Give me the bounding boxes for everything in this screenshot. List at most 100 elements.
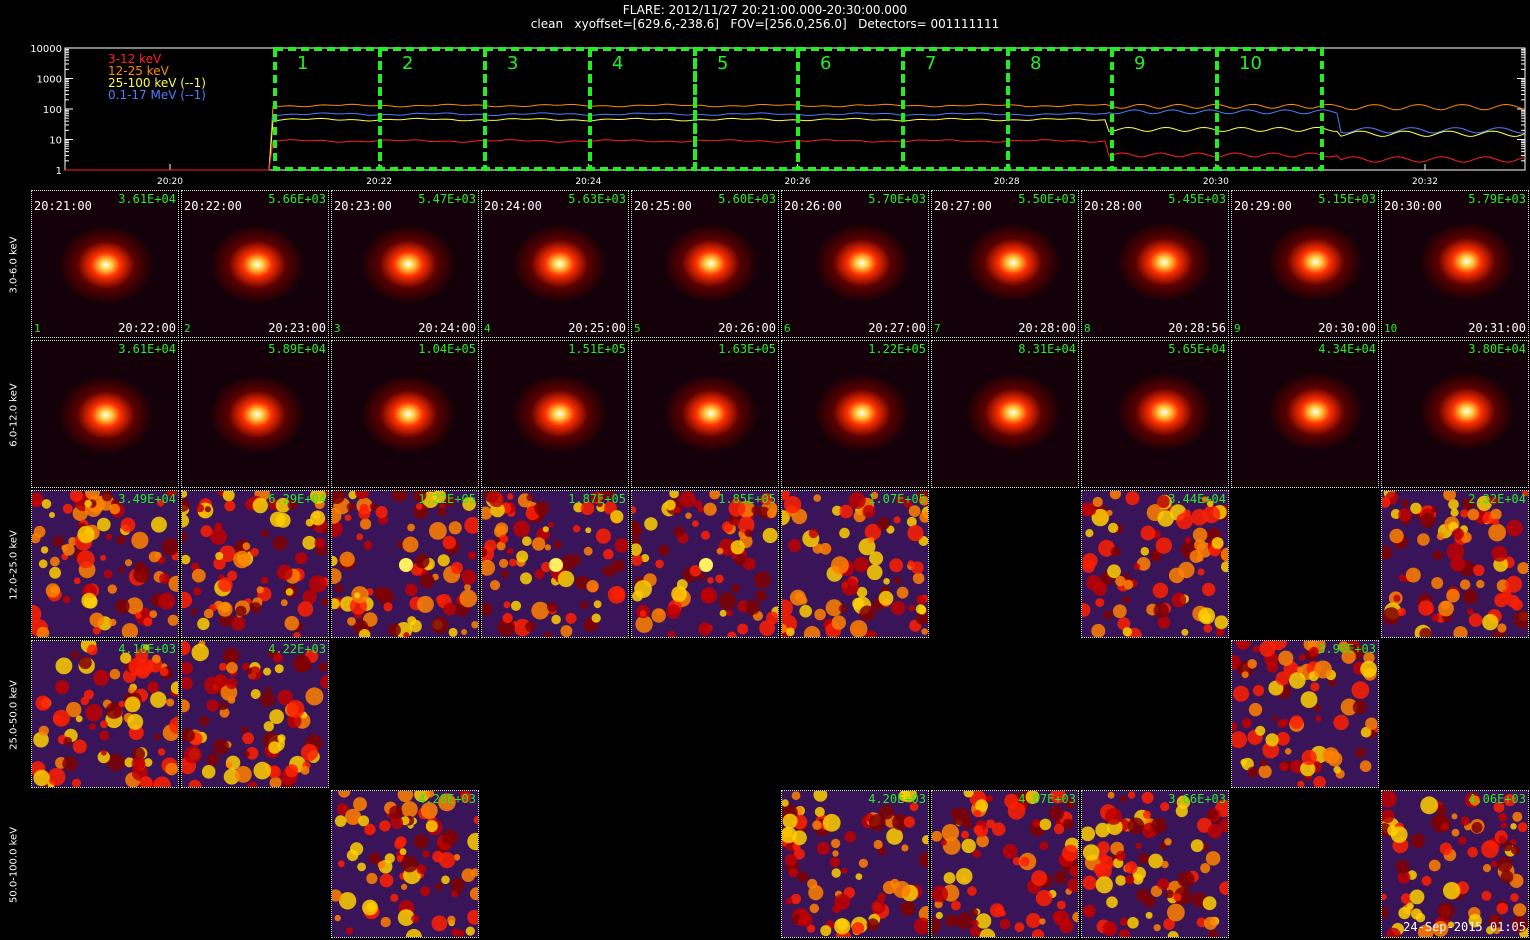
- flare-image-tile: 1.87E+05: [481, 490, 629, 638]
- y-tick-label: 100: [43, 105, 62, 116]
- peak-flux-label: 3.49E+04: [118, 492, 176, 506]
- time-interval-box: [1110, 47, 1219, 171]
- x-tick-label: 20:28: [994, 177, 1020, 187]
- start-time-label: 20:28:00: [1084, 199, 1142, 213]
- flare-image-tile: 3.90E+03: [1231, 640, 1379, 788]
- peak-flux-label: 1.22E+05: [418, 492, 476, 506]
- energy-band-label: 50.0-100.0 keV: [8, 826, 20, 904]
- flare-image: [32, 491, 178, 637]
- y-tick-label: 1000: [37, 75, 62, 86]
- peak-flux-label: 1.22E+05: [868, 342, 926, 356]
- flare-image: [182, 641, 328, 787]
- start-time-label: 20:26:00: [784, 199, 842, 213]
- end-time-label: 20:22:00: [118, 321, 176, 335]
- peak-flux-label: 4.28E+03: [418, 792, 476, 806]
- flare-image: [782, 191, 928, 337]
- peak-flux-label: 5.70E+03: [868, 192, 926, 206]
- start-time-label: 20:25:00: [634, 199, 692, 213]
- flare-image-tile: 5.15E+03 20:29:00 20:30:00 9: [1231, 190, 1379, 338]
- peak-flux-label: 1.87E+05: [568, 492, 626, 506]
- interval-label: 6: [820, 53, 831, 74]
- interval-label: 4: [612, 53, 623, 74]
- flare-image: [482, 491, 628, 637]
- start-time-label: 20:29:00: [1234, 199, 1292, 213]
- flare-image-tile: 1.22E+05: [781, 340, 929, 488]
- flare-image: [932, 191, 1078, 337]
- start-time-label: 20:24:00: [484, 199, 542, 213]
- flare-image: [632, 491, 778, 637]
- flare-image-tile: 5.50E+03 20:27:00 20:28:00 7: [931, 190, 1079, 338]
- peak-flux-label: 1.63E+05: [718, 342, 776, 356]
- peak-flux-label: 4.07E+03: [1018, 792, 1076, 806]
- flare-image-tile: 4.28E+03: [331, 790, 479, 938]
- time-interval-box: [796, 47, 905, 171]
- flare-image: [1382, 191, 1528, 337]
- lightcurve-plot: 10000 1000 100 10 1 20:20 20:22 20:24 20:26 20:28…: [30, 44, 1526, 187]
- flare-image-tile: 5.45E+03 20:28:00 20:28:56 8: [1081, 190, 1229, 338]
- flare-image: [332, 491, 478, 637]
- flare-image: [932, 341, 1078, 487]
- interval-number: 9: [1234, 322, 1241, 335]
- x-tick-label: 20:20: [157, 177, 183, 187]
- flare-image-tile: 8.31E+04: [931, 340, 1079, 488]
- interval-number: 3: [334, 322, 341, 335]
- end-time-label: 20:28:00: [1018, 321, 1076, 335]
- flare-image: [482, 341, 628, 487]
- interval-number: 2: [184, 322, 191, 335]
- flare-image: [1082, 191, 1228, 337]
- flare-image-tile: 4.10E+03: [31, 640, 179, 788]
- flare-params: clean xyoffset=[629.6,-238.6] FOV=[256.0…: [530, 17, 1000, 31]
- flare-image-tile: 2.32E+04: [1381, 490, 1529, 638]
- flare-image: [1082, 791, 1228, 937]
- peak-flux-label: 3.66E+03: [1168, 792, 1226, 806]
- peak-flux-label: 4.20E+03: [868, 792, 926, 806]
- x-tick-label: 20:26: [785, 177, 811, 187]
- flare-image: [182, 341, 328, 487]
- energy-band-label: 3.0-6.0 keV: [8, 236, 20, 294]
- peak-flux-label: 3.44E+04: [1168, 492, 1226, 506]
- interval-label: 2: [402, 53, 413, 74]
- legend-entry: 12-25 keV: [108, 64, 170, 78]
- flare-image: [332, 191, 478, 337]
- x-tick-label: 20:30: [1203, 177, 1229, 187]
- interval-label: 10: [1239, 53, 1262, 74]
- flare-image-tile: 1.22E+05: [331, 490, 479, 638]
- peak-flux-label: 3.80E+04: [1468, 342, 1526, 356]
- date-stamp: 24-Sep-2015 01:05: [1403, 920, 1526, 934]
- peak-flux-label: 1.04E+05: [418, 342, 476, 356]
- legend-entry: 3-12 keV: [108, 52, 162, 66]
- interval-label: 7: [925, 53, 936, 74]
- energy-band-label: 25.0-50.0 keV: [8, 680, 20, 750]
- flare-image-tile: 3.61E+04 20:21:00 20:22:00 1: [31, 190, 179, 338]
- peak-flux-label: 1.51E+05: [568, 342, 626, 356]
- end-time-label: 20:30:00: [1318, 321, 1376, 335]
- end-time-label: 20:28:56: [1168, 321, 1226, 335]
- flare-image-tile: 3.66E+03: [1081, 790, 1229, 938]
- end-time-label: 20:31:00: [1468, 321, 1526, 335]
- flare-image-tile: 3.80E+04: [1381, 340, 1529, 488]
- x-tick-label: 20:22: [366, 177, 392, 187]
- interval-label: 5: [717, 53, 728, 74]
- flare-title: FLARE: 2012/11/27 20:21:00.000-20:30:00.…: [622, 3, 908, 17]
- flare-image-tile: 4.22E+03: [181, 640, 329, 788]
- flare-image: [332, 341, 478, 487]
- interval-label: 9: [1134, 53, 1145, 74]
- peak-flux-label: 3.61E+04: [118, 192, 176, 206]
- peak-flux-label: 4.34E+04: [1318, 342, 1376, 356]
- peak-flux-label: 5.15E+03: [1318, 192, 1376, 206]
- interval-number: 4: [484, 322, 491, 335]
- flare-image-tile: 6.29E+04: [181, 490, 329, 638]
- flare-image: [32, 641, 178, 787]
- interval-number: 1: [34, 322, 41, 335]
- y-tick-label: 10: [49, 136, 62, 147]
- peak-flux-label: 5.65E+04: [1168, 342, 1226, 356]
- time-interval-box: [693, 47, 800, 171]
- flare-image-tile: 5.70E+03 20:26:00 20:27:00 6: [781, 190, 929, 338]
- flare-image: [482, 191, 628, 337]
- peak-flux-label: 4.06E+03: [1468, 792, 1526, 806]
- peak-flux-label: 5.45E+03: [1168, 192, 1226, 206]
- lightcurve-series: [65, 109, 1526, 171]
- interval-number: 10: [1384, 322, 1398, 335]
- energy-band-label: 12.0-25.0 keV: [8, 530, 20, 600]
- energy-band-label: 6.0-12.0 keV: [8, 383, 20, 447]
